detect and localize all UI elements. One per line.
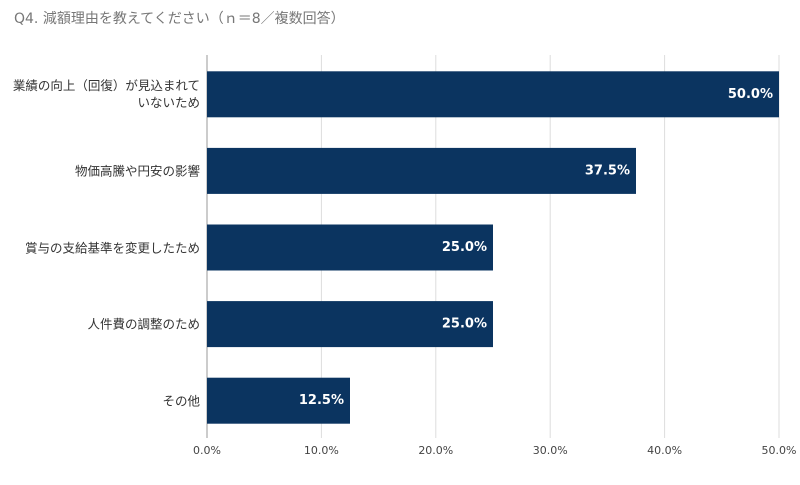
x-tick-label: 20.0% [418,444,453,457]
bar [207,301,493,348]
bar [207,71,779,118]
y-tick-label: その他 [162,393,200,409]
x-tick-label: 0.0% [193,444,221,457]
x-tick-label: 30.0% [533,444,568,457]
x-tick-label: 50.0% [762,444,797,457]
bar [207,224,493,271]
y-tick-label: 業績の向上（回復）が見込まれていないため [12,78,200,111]
chart-title: Q4. 減額理由を教えてください（ｎ＝8／複数回答） [14,11,345,27]
y-tick-label: 賞与の支給基準を変更したため [24,240,200,255]
y-tick-label: 人件費の調整のため [87,316,200,332]
x-tick-label: 40.0% [647,444,682,457]
y-tick-label: 物価高騰や円安の影響 [74,163,200,179]
bar [207,147,636,194]
bar [207,377,350,424]
value-label: 50.0% [728,87,773,102]
x-tick-label: 10.0% [304,444,339,457]
value-label: 25.0% [442,240,487,255]
value-label: 12.5% [299,393,344,408]
value-label: 25.0% [442,317,487,332]
value-label: 37.5% [585,163,630,178]
